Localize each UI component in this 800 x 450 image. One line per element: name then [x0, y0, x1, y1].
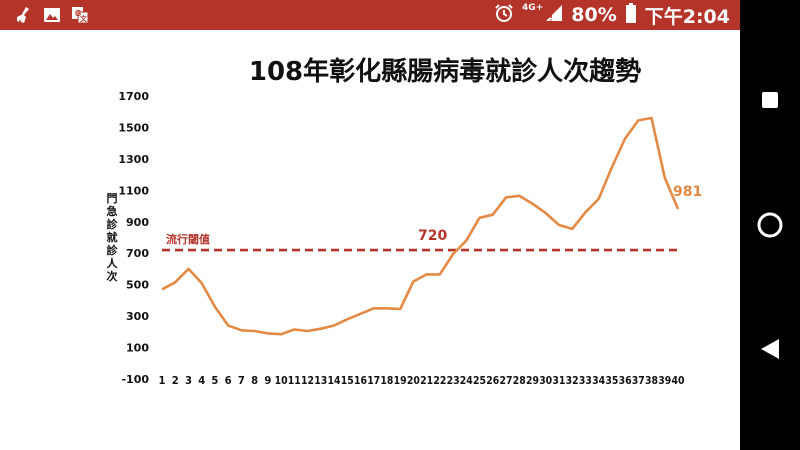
- y-tick-label: 500: [126, 279, 149, 292]
- svg-text:G: G: [75, 9, 81, 18]
- battery-percent: 80%: [571, 4, 617, 26]
- home-button[interactable]: [740, 208, 800, 242]
- x-tick-label: 21: [420, 374, 433, 387]
- back-triangle-icon: [761, 339, 779, 359]
- x-tick-label: 2: [172, 374, 179, 387]
- y-axis-ticks: -100 100 300 500 700 900 1100 1300 1500 1700: [118, 90, 149, 386]
- x-tick-label: 19: [394, 374, 407, 387]
- x-tick-label: 36: [619, 374, 632, 387]
- x-tick-label: 1: [159, 374, 166, 387]
- y-axis-label: 門急診就診人次: [107, 192, 119, 283]
- x-tick-label: 3: [185, 374, 192, 387]
- x-tick-label: 18: [380, 374, 393, 387]
- series-line: [161, 116, 680, 336]
- circle-icon: [757, 212, 783, 238]
- y-tick-label: 700: [126, 247, 149, 260]
- navigation-bar: [740, 0, 800, 450]
- end-value-label: 981: [673, 184, 702, 200]
- x-tick-label: 35: [605, 374, 618, 387]
- recent-apps-button[interactable]: [740, 85, 800, 115]
- x-tick-label: 22: [433, 374, 446, 387]
- chart: 108年彰化縣腸病毒就診人次趨勢 門急診就診人次 -100 100 300 500 70…: [107, 56, 703, 387]
- x-tick-label: 37: [632, 374, 645, 387]
- x-tick-label: 13: [314, 374, 327, 387]
- threshold-value-label: 720: [418, 228, 447, 244]
- x-tick-label: 7: [238, 374, 245, 387]
- x-tick-label: 40: [672, 374, 685, 387]
- x-tick-label: 30: [539, 374, 552, 387]
- x-tick-label: 27: [500, 374, 513, 387]
- x-tick-label: 8: [251, 374, 258, 387]
- x-tick-label: 39: [658, 374, 671, 387]
- threshold-label: 流行閾值: [166, 232, 210, 246]
- y-tick-label: 1700: [118, 90, 149, 103]
- x-tick-label: 14: [328, 374, 341, 387]
- x-tick-label: 11: [288, 374, 301, 387]
- x-tick-label: 9: [264, 374, 271, 387]
- y-tick-label: 1100: [118, 184, 149, 197]
- x-tick-label: 12: [301, 374, 314, 387]
- x-tick-label: 25: [473, 374, 486, 387]
- x-tick-label: 38: [645, 374, 658, 387]
- x-tick-label: 34: [592, 374, 605, 387]
- x-tick-label: 10: [275, 374, 288, 387]
- y-tick-label: 1300: [118, 153, 149, 166]
- back-button[interactable]: [740, 334, 800, 364]
- network-type-label: 4G+: [522, 3, 544, 13]
- x-tick-label: 33: [579, 374, 592, 387]
- x-axis-ticks: 1 2 3 4 5 6 7 8 9 10 11 12 13 14 15 16 17 18 19 20 21 22 23 24 2…: [159, 374, 685, 387]
- y-tick-label: 900: [126, 216, 149, 229]
- x-tick-label: 28: [513, 374, 526, 387]
- x-tick-label: 5: [211, 374, 218, 387]
- square-icon: [762, 92, 778, 108]
- x-tick-label: 24: [460, 374, 473, 387]
- broom-icon: [14, 5, 34, 25]
- chart-title: 108年彰化縣腸病毒就診人次趨勢: [249, 56, 641, 87]
- y-tick-label: 300: [126, 310, 149, 323]
- x-tick-label: 32: [566, 374, 579, 387]
- alarm-clock-icon: [494, 3, 514, 28]
- battery-icon: [625, 2, 637, 28]
- x-tick-label: 31: [552, 374, 565, 387]
- x-tick-label: 16: [354, 374, 367, 387]
- svg-text:文: 文: [80, 14, 88, 23]
- x-tick-label: 4: [198, 374, 205, 387]
- x-tick-label: 26: [486, 374, 499, 387]
- y-tick-label: 100: [126, 342, 149, 355]
- signal-icon: [545, 4, 563, 27]
- x-tick-label: 29: [526, 374, 539, 387]
- y-tick-label: -100: [121, 373, 149, 386]
- x-tick-label: 23: [447, 374, 460, 387]
- x-tick-label: 6: [225, 374, 232, 387]
- x-tick-label: 20: [407, 374, 420, 387]
- x-tick-label: 17: [367, 374, 380, 387]
- image-icon: [42, 5, 62, 25]
- clock-time: 下午2:04: [644, 5, 730, 28]
- x-tick-label: 15: [341, 374, 354, 387]
- y-tick-label: 1500: [118, 121, 149, 134]
